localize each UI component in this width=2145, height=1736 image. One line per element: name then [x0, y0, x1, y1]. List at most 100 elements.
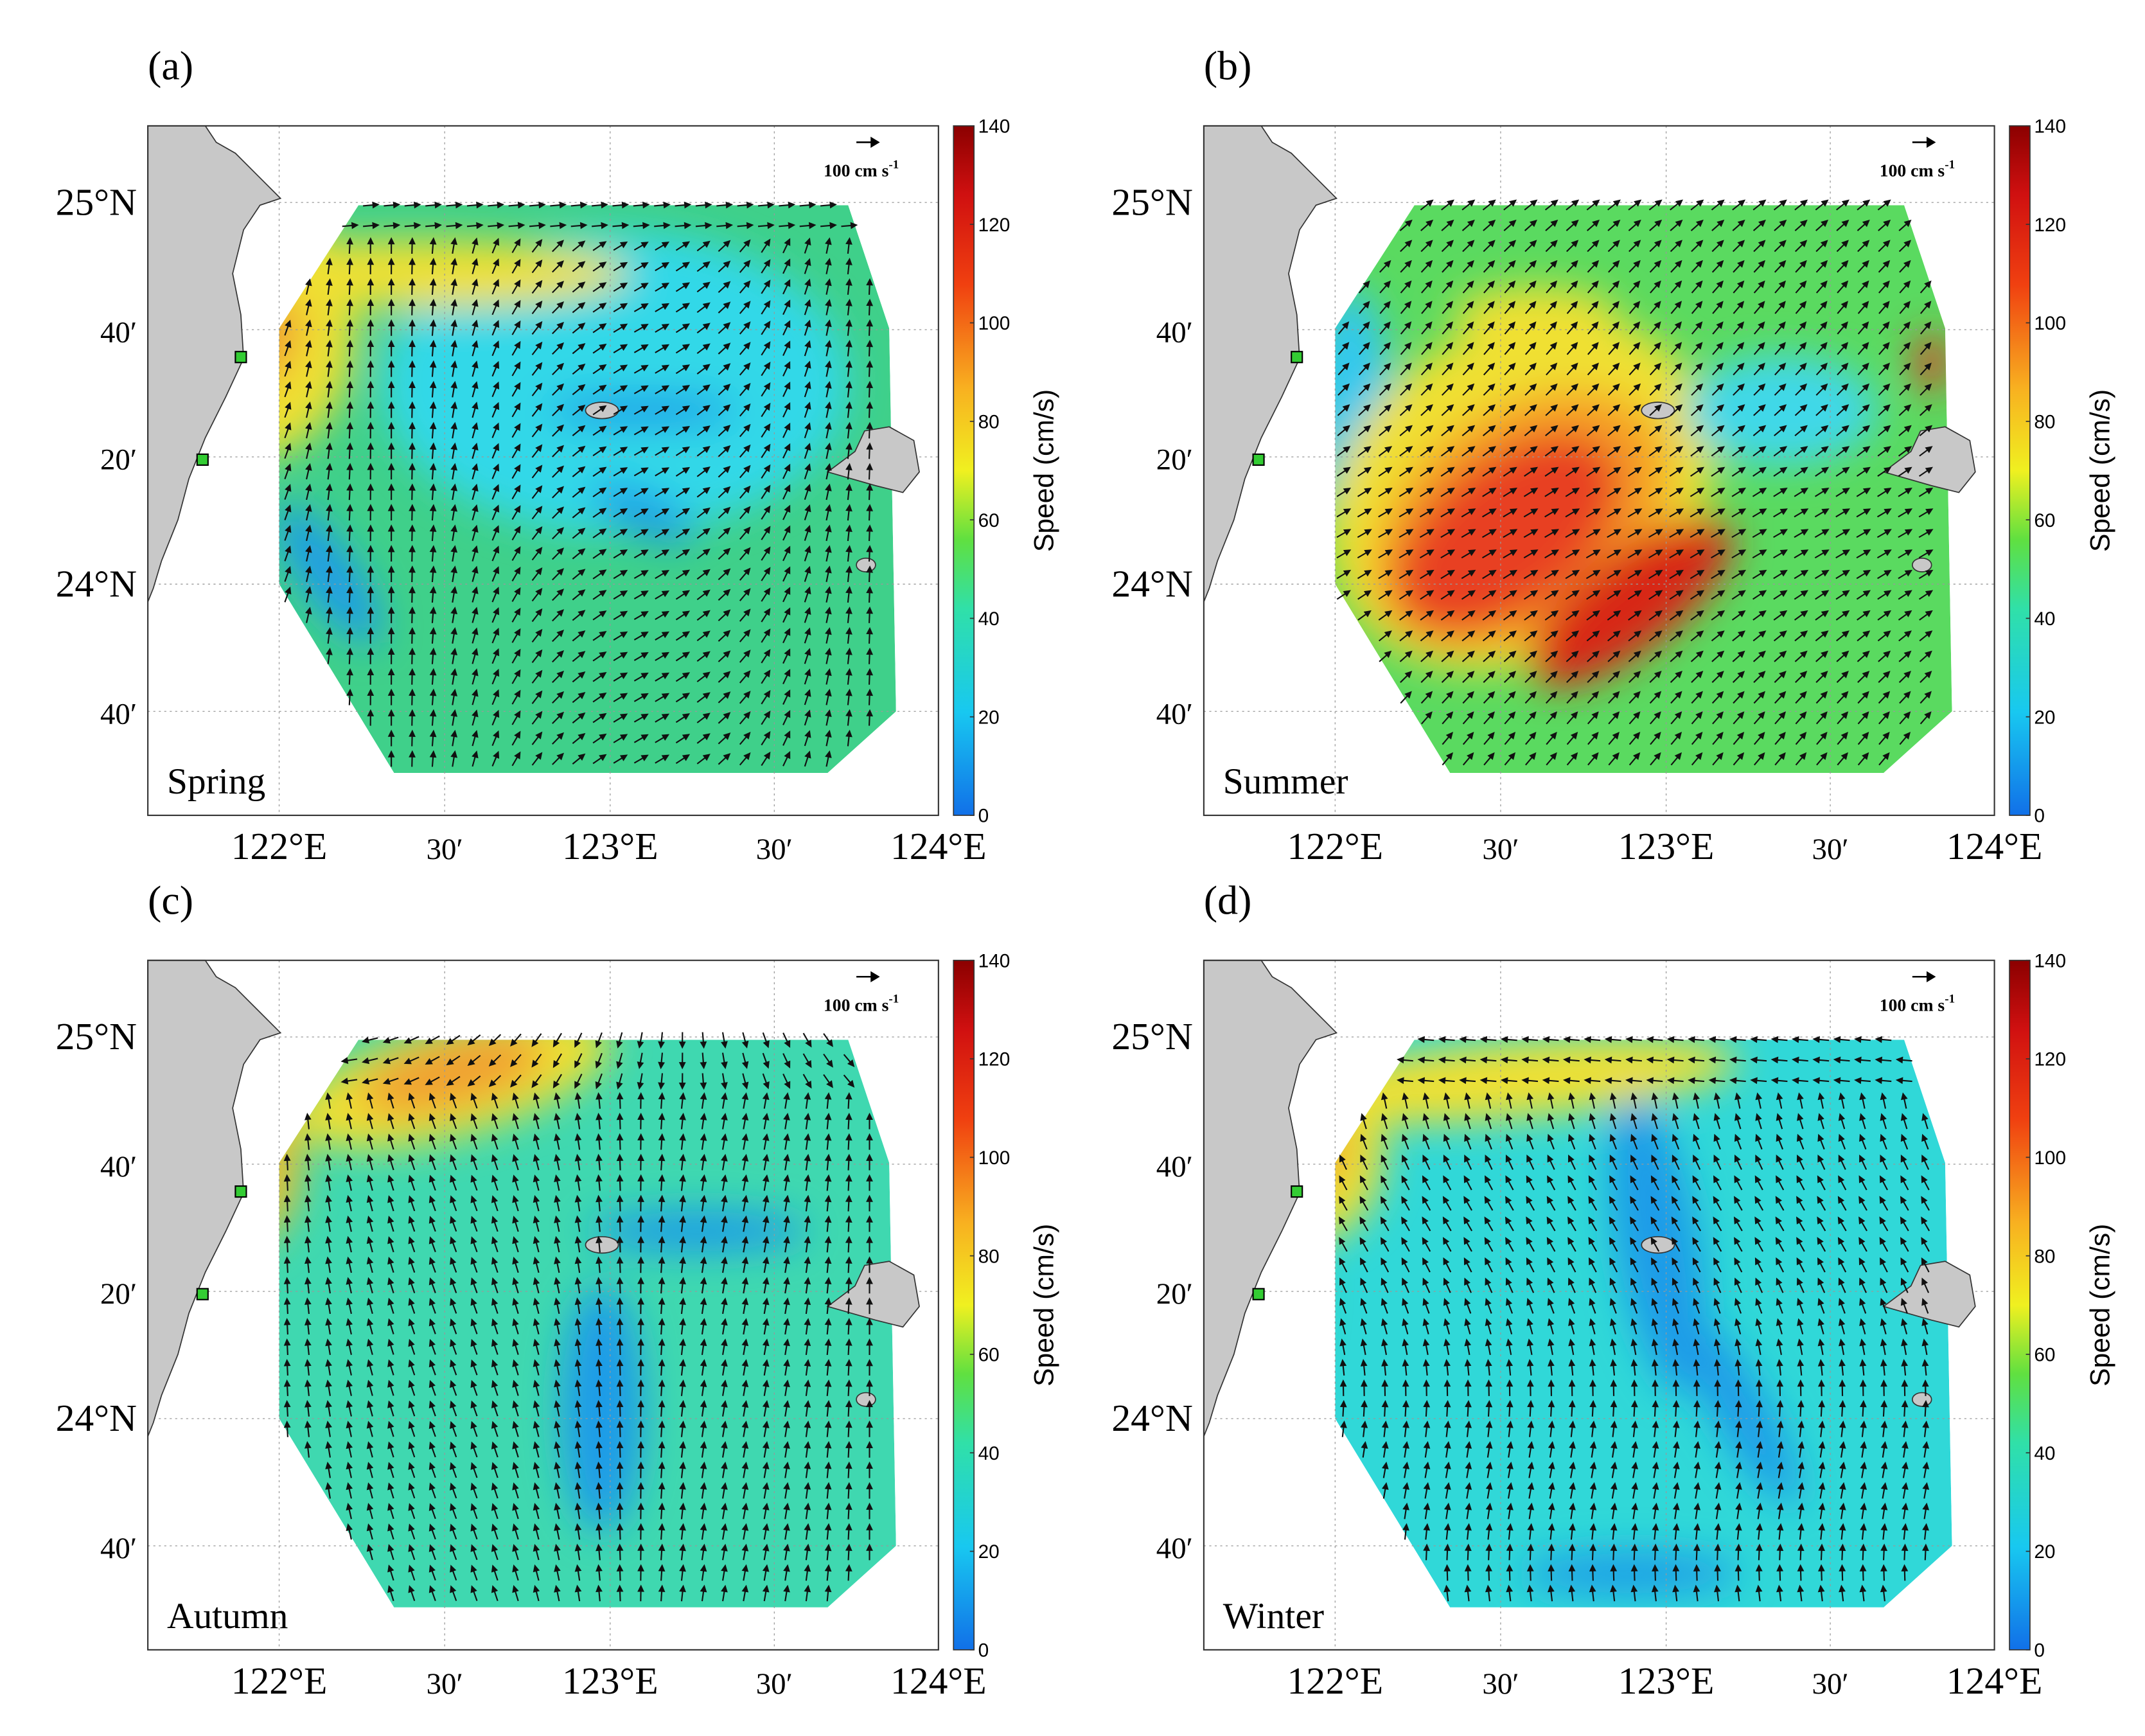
vector	[1548, 1543, 1555, 1561]
vector	[1566, 425, 1579, 437]
vector	[1776, 1564, 1784, 1581]
vector	[1505, 1257, 1514, 1273]
vector	[346, 1441, 353, 1458]
vector	[574, 1482, 582, 1499]
vector	[741, 1194, 749, 1212]
vector	[1648, 529, 1663, 538]
vector	[429, 483, 437, 500]
vector	[1792, 1077, 1808, 1085]
vector	[408, 1277, 416, 1293]
vector	[1586, 590, 1601, 600]
vector	[804, 402, 811, 418]
vector	[1652, 1420, 1659, 1437]
vector	[1835, 466, 1850, 477]
vector	[466, 201, 484, 209]
vector	[1440, 549, 1456, 559]
vector	[1401, 1237, 1410, 1252]
vector	[1339, 1196, 1348, 1211]
vector	[741, 1564, 749, 1581]
vector	[1381, 1175, 1390, 1191]
vector	[1589, 1113, 1596, 1129]
vector	[325, 1256, 332, 1273]
vector	[592, 303, 607, 313]
vector	[367, 298, 375, 315]
vector	[1566, 752, 1578, 766]
vector	[552, 691, 565, 704]
vector	[1523, 529, 1539, 538]
vector	[655, 693, 670, 702]
vector	[450, 237, 458, 254]
vector	[1378, 569, 1393, 580]
colorbar-tick-label: 80	[2034, 1246, 2055, 1267]
vector	[1610, 1379, 1618, 1396]
vector	[533, 1297, 540, 1315]
vector	[1857, 404, 1870, 416]
vector	[384, 201, 401, 209]
vector	[346, 1174, 353, 1191]
vector	[739, 465, 751, 479]
vector	[387, 709, 395, 726]
vector	[512, 1092, 519, 1109]
vector	[1463, 1237, 1472, 1252]
vector	[1797, 1298, 1805, 1314]
vector	[283, 1399, 291, 1417]
colorbar-tick-label: 60	[978, 1345, 1000, 1366]
vector	[409, 729, 416, 747]
vector	[1921, 1257, 1930, 1273]
vector	[1899, 731, 1911, 745]
vector	[512, 1154, 519, 1171]
vector	[1857, 711, 1869, 725]
vector	[1711, 362, 1724, 376]
vector	[1794, 488, 1809, 497]
vector	[554, 1502, 561, 1519]
vector	[1607, 549, 1622, 559]
vector	[409, 401, 416, 418]
vector	[1379, 650, 1392, 662]
vector	[304, 1194, 312, 1212]
colorbar-tick-label: 100	[978, 1147, 1011, 1169]
vector	[387, 750, 395, 767]
vector	[1735, 1379, 1742, 1396]
vector	[1401, 1196, 1410, 1211]
vector	[762, 1359, 770, 1376]
vector	[1547, 1113, 1555, 1129]
vector	[633, 467, 649, 477]
vector	[1402, 1298, 1409, 1314]
vector	[1444, 1440, 1451, 1458]
vector	[1857, 731, 1869, 745]
scale-sup: -1	[1945, 158, 1955, 172]
vector	[804, 299, 811, 315]
vector	[572, 425, 586, 436]
vector	[1651, 1318, 1658, 1334]
vector	[428, 1482, 436, 1499]
vector	[1482, 199, 1496, 211]
vector	[1357, 590, 1372, 600]
vector	[1922, 1482, 1930, 1499]
vector	[761, 382, 771, 397]
vector	[675, 261, 691, 272]
vector	[1397, 1056, 1413, 1064]
vector	[408, 1544, 416, 1561]
vector	[1378, 549, 1393, 559]
vector	[511, 320, 521, 335]
vector	[718, 363, 731, 375]
vector	[718, 260, 731, 272]
vector	[472, 565, 479, 582]
vector	[1360, 1277, 1368, 1293]
vector	[1547, 1155, 1555, 1170]
vector	[1628, 610, 1642, 621]
vector	[512, 1318, 519, 1334]
vector	[1690, 466, 1704, 477]
vector	[1754, 1257, 1763, 1273]
vector	[325, 1236, 332, 1253]
vector	[1417, 1036, 1434, 1043]
vector	[1503, 549, 1518, 559]
station	[234, 351, 247, 364]
vector	[866, 709, 874, 726]
vector	[1776, 1399, 1784, 1417]
vector	[613, 569, 628, 580]
vector	[820, 201, 837, 209]
vector	[450, 1379, 457, 1396]
vector	[574, 1277, 582, 1294]
vector	[472, 381, 479, 398]
